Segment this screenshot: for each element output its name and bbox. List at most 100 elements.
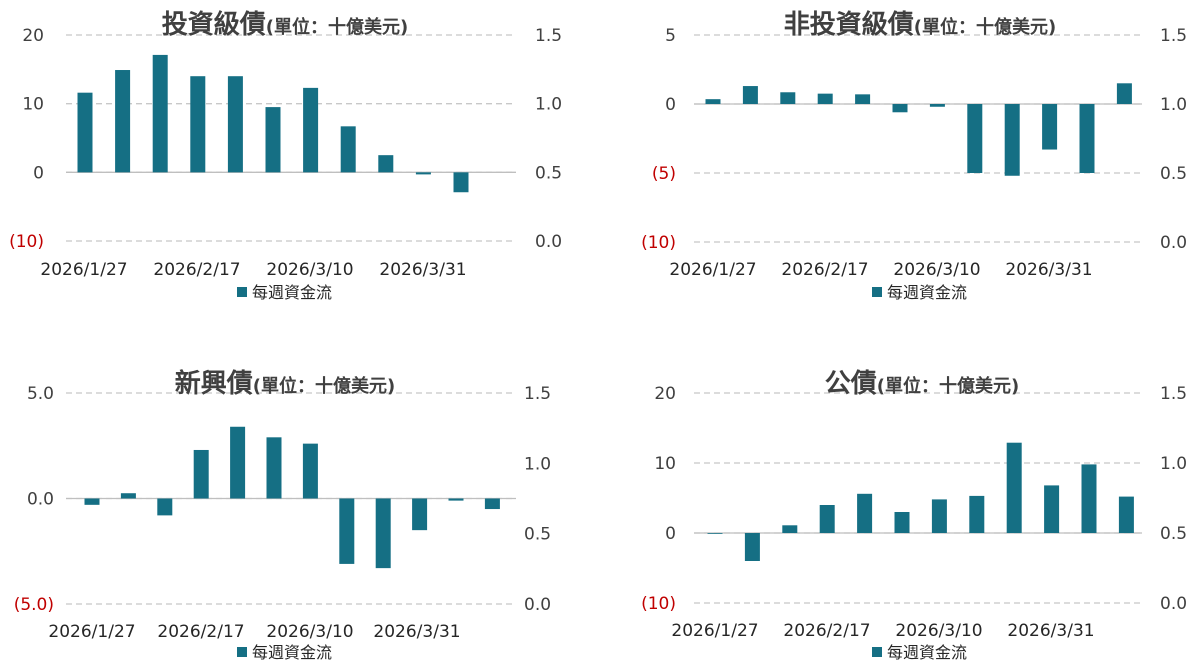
x-tick-label: 2026/1/27 (671, 621, 758, 641)
chart-title: 新興債(單位：十億美元) (175, 368, 395, 399)
bar (266, 437, 282, 499)
bar (227, 76, 243, 173)
bar (1004, 104, 1020, 176)
x-tick-label: 2026/3/10 (266, 622, 353, 642)
legend-swatch (237, 647, 247, 657)
bar (115, 70, 131, 173)
bar (707, 533, 723, 534)
bar (1042, 104, 1058, 150)
x-tick-label: 2026/2/17 (783, 621, 870, 641)
chart-title-main: 新興債 (175, 368, 253, 399)
bar (302, 443, 318, 499)
bar (453, 172, 469, 193)
bar (265, 107, 281, 173)
bar (894, 512, 910, 533)
chart-panel: 5 0 (5) (10) 1.5 1.0 0.5 0.0 非投資級債(單位：十億美元) 2026/… (641, 9, 1187, 302)
x-tick-label: 2026/2/17 (153, 260, 240, 280)
bar (378, 155, 394, 173)
x-tick-label: 2026/3/31 (373, 622, 460, 642)
bar (340, 126, 356, 173)
x-tick-label: 2026/3/31 (379, 260, 466, 280)
bar (931, 499, 947, 533)
legend-label: 每週資金流 (252, 643, 332, 662)
y-tick-label: (10) (641, 233, 676, 253)
bar (193, 449, 209, 499)
chart-title-main: 投資級債 (162, 9, 266, 40)
y-tick-label: 5.0 (27, 384, 54, 404)
chart-panel: 20 10 0 (10) 1.5 1.0 0.5 0.0 投資級債(單位：十億美元) 2026/1… (9, 9, 562, 302)
y-tick-label: (10) (9, 232, 44, 252)
chart-title-sub: (單位：十億美元) (266, 16, 408, 38)
bar (1079, 104, 1095, 173)
bar (819, 505, 835, 533)
bar (967, 104, 983, 173)
y2-tick-label: 0.5 (1160, 164, 1187, 184)
bar (77, 92, 93, 173)
legend-label: 每週資金流 (887, 643, 967, 662)
bar (742, 86, 758, 104)
chart-title: 公債(單位：十億美元) (825, 369, 1019, 399)
y2-tick-label: 1.0 (1160, 95, 1187, 115)
chart-title: 投資級債(單位：十億美元) (162, 9, 408, 40)
y2-tick-label: 0.5 (535, 163, 562, 183)
bar (157, 498, 173, 516)
y2-tick-label: 0.0 (535, 232, 562, 252)
y2-tick-label: 0.0 (524, 595, 551, 615)
bar (744, 533, 760, 561)
bar (705, 99, 721, 104)
legend-label: 每週資金流 (252, 283, 332, 302)
bar (120, 493, 136, 499)
legend-swatch (872, 287, 882, 297)
bar (782, 525, 798, 533)
bar (1006, 442, 1022, 533)
x-tick-label: 2026/3/10 (893, 260, 980, 280)
bar (1118, 496, 1134, 533)
x-tick-label: 2026/3/31 (1005, 260, 1092, 280)
y-tick-label: (10) (641, 594, 676, 614)
y-tick-label: 0 (665, 95, 676, 115)
y-tick-label: 0 (665, 524, 676, 544)
y2-tick-label: 1.0 (1160, 454, 1187, 474)
bar (415, 172, 431, 175)
y-tick-label: (5.0) (14, 595, 54, 615)
bar (1116, 83, 1132, 104)
y2-tick-label: 0.0 (1160, 233, 1187, 253)
bar (857, 493, 873, 533)
y2-tick-label: 1.5 (535, 26, 562, 46)
y-tick-label: 0 (33, 163, 44, 183)
bar (855, 94, 871, 104)
legend: 每週資金流 (237, 643, 332, 662)
chart-title-sub: (單位：十億美元) (877, 375, 1019, 397)
y-tick-label: 5 (665, 26, 676, 46)
bar (230, 426, 246, 499)
bar (152, 54, 168, 173)
chart-title-sub: (單位：十億美元) (253, 375, 395, 397)
y2-tick-label: 1.5 (524, 384, 551, 404)
x-tick-label: 2026/3/10 (266, 260, 353, 280)
chart-title-main: 非投資級債 (784, 9, 914, 40)
bar (84, 498, 100, 505)
y2-tick-label: 1.0 (535, 95, 562, 115)
y-tick-label: 0.0 (27, 490, 54, 510)
y2-tick-label: 0.0 (1160, 594, 1187, 614)
bar (484, 498, 500, 510)
x-tick-label: 2026/1/27 (40, 260, 127, 280)
y2-tick-label: 1.5 (1160, 384, 1187, 404)
bar (375, 498, 391, 569)
x-tick-label: 2026/3/10 (895, 621, 982, 641)
y2-tick-label: 0.5 (1160, 524, 1187, 544)
bar (190, 76, 206, 173)
legend-swatch (872, 647, 882, 657)
x-tick-label: 2026/1/27 (48, 622, 135, 642)
legend: 每週資金流 (237, 283, 332, 302)
x-tick-label: 2026/2/17 (781, 260, 868, 280)
bar (1044, 485, 1060, 533)
y-tick-label: 10 (22, 95, 44, 115)
bar (1081, 464, 1097, 533)
bar (929, 104, 945, 107)
chart-title: 非投資級債(單位：十億美元) (784, 9, 1056, 40)
legend-label: 每週資金流 (887, 283, 967, 302)
chart-panel: 5.0 0.0 (5.0) 1.5 1.0 0.5 0.0 新興債(單位：十億美元) 2026/… (14, 368, 551, 662)
y-tick-label: 20 (22, 26, 44, 46)
y2-tick-label: 0.5 (524, 525, 551, 545)
